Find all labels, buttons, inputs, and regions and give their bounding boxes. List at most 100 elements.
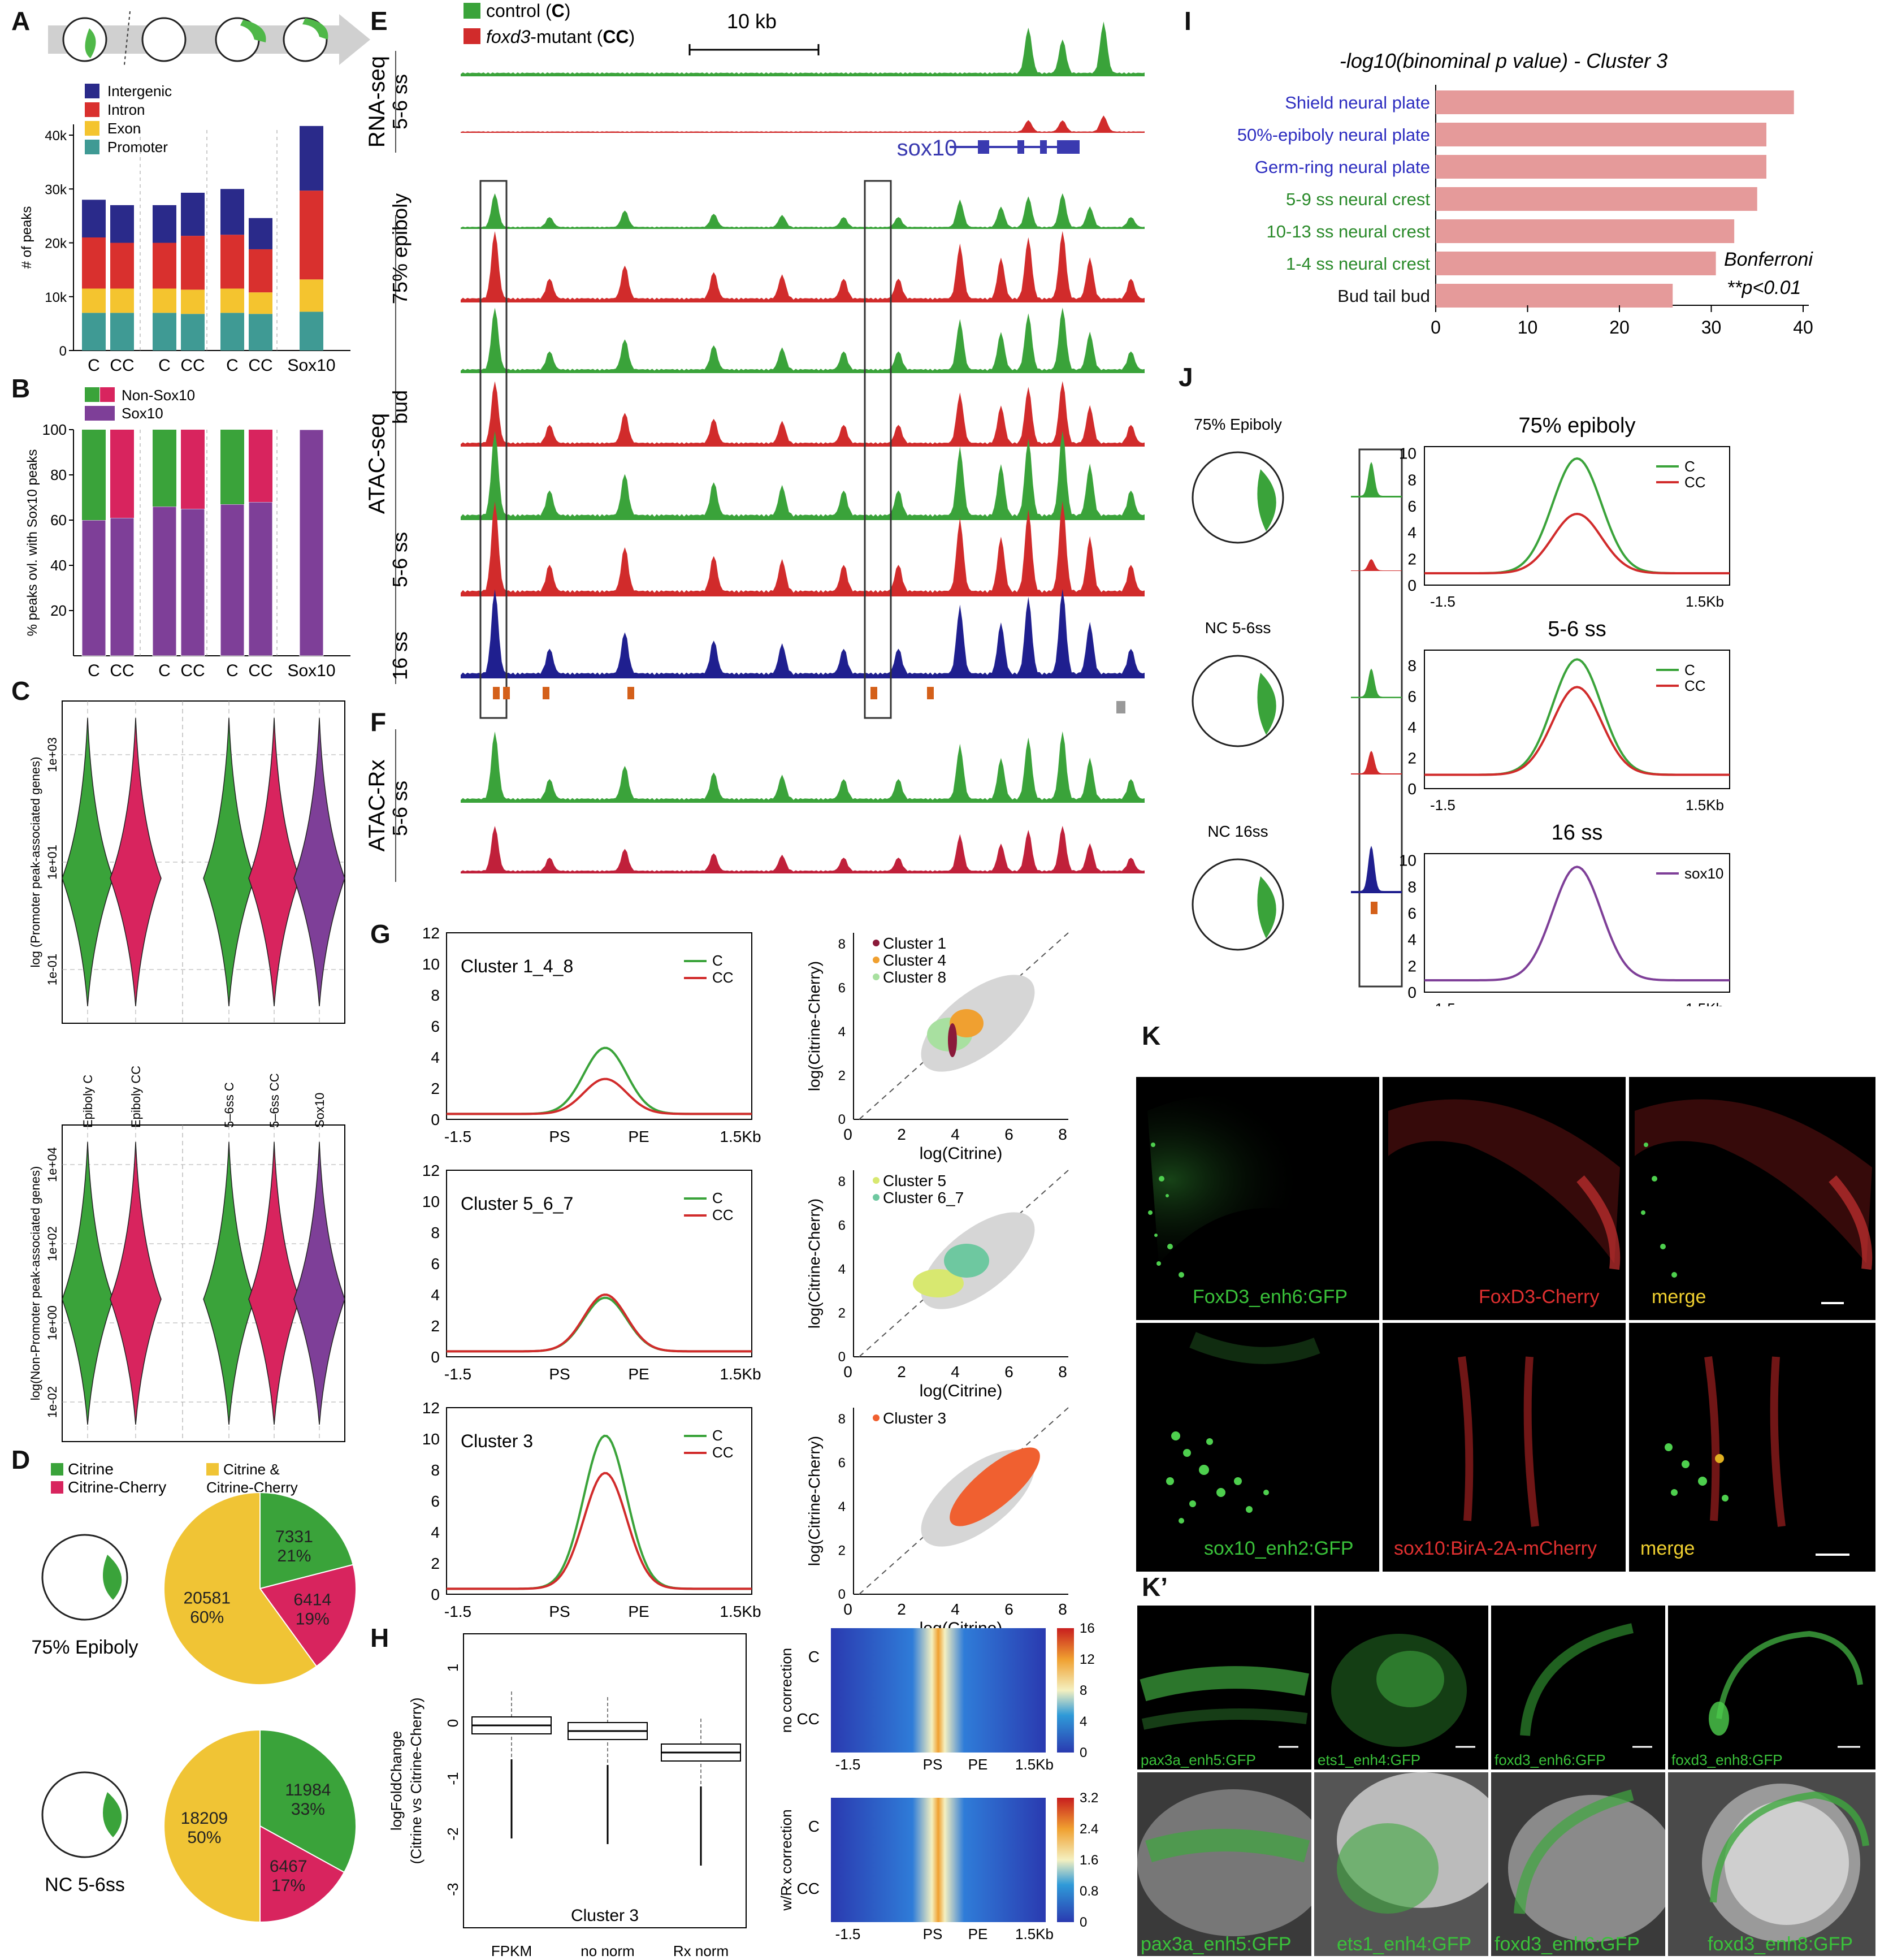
pie-slice-d-1-0 — [259, 1729, 357, 1874]
legend-swatch-a-0 — [85, 84, 99, 98]
marker-e-3 — [627, 687, 634, 699]
xtick-j-0-1: 1.5Kb — [1686, 593, 1724, 610]
label-ets1-top: ets1_enh4:GFP — [1318, 1751, 1421, 1768]
label-atacseq: ATAC-seq — [365, 413, 389, 514]
category-i-1: 50%-epiboly neural plate — [1237, 125, 1430, 145]
pie-pct-d-1-1: 17% — [271, 1876, 305, 1895]
sc-ytick-2-1: 2 — [838, 1543, 846, 1559]
ytick-g-0-6: 12 — [422, 924, 440, 942]
label-rnaseq: RNA-seq — [365, 56, 389, 148]
panel-label-e: E — [370, 6, 388, 36]
pie-slice-d-0-1 — [259, 1564, 357, 1667]
sc-ytick-0-2: 4 — [838, 1024, 846, 1040]
marker-e-1 — [503, 687, 510, 699]
sc-ytick-1-3: 6 — [838, 1218, 846, 1234]
track-j-3 — [1351, 751, 1402, 775]
marker-e-2 — [543, 687, 549, 699]
sc-leg-dot-2-0 — [873, 1414, 880, 1421]
micro-merge-bottom: merge — [1629, 1323, 1875, 1572]
ytick-h-1: -2 — [444, 1827, 461, 1840]
bar-b-nonsox10-5 — [249, 430, 272, 502]
panel-j-profiles: 75% Epiboly NC 5-6ss NC 16ss 75% epiboly 0 2 4… — [1192, 414, 1730, 1006]
group-label-c-1: Epiboly CC — [129, 1066, 143, 1128]
bar-a-1-intron — [110, 243, 134, 289]
xtick-h-2-2: PE — [968, 1926, 988, 1942]
bar-a-0-intron — [82, 237, 106, 289]
xtick-g-0-2: PE — [628, 1128, 649, 1145]
bar-b-nonsox10-2 — [153, 430, 176, 507]
bar-b-sox10-6 — [299, 429, 324, 656]
xtick-g-2-1: PS — [549, 1603, 570, 1620]
sc-ytick-0-4: 8 — [838, 937, 846, 952]
legend-label-a-0: Intergenic — [107, 83, 172, 99]
ytick-g-1-5: 10 — [422, 1193, 440, 1210]
ytick-j-1-3: 6 — [1407, 688, 1417, 706]
pie-count-d-1-0: 11984 — [285, 1781, 331, 1799]
sc-leg-dot-0-1 — [873, 957, 880, 963]
tick-c-bottom-3: 1e+04 — [45, 1147, 59, 1182]
row-h-2-1: CC — [797, 1880, 820, 1897]
sc-xtick-1-2: 4 — [951, 1363, 960, 1381]
legtext-j-0-1: CC — [1684, 474, 1706, 491]
micro-sox10-birA-mcherry: sox10:BirA-2A-mCherry — [1383, 1323, 1626, 1572]
panel-label-c: C — [11, 676, 31, 706]
gene-exon-e-3 — [1057, 140, 1080, 154]
micro-foxd3-enh6-fluor: foxd3_enh6:GFP — [1491, 1606, 1665, 1769]
violin-c-top-0 — [62, 717, 114, 1007]
violin-c-top-4 — [293, 717, 345, 1007]
sc-leg-1-1: Cluster 6_7 — [883, 1189, 964, 1206]
xlabel-a-4: C — [226, 356, 239, 373]
bar-a-4-promoter — [220, 313, 244, 351]
track-atac-3 — [461, 381, 1145, 447]
ticklabel-a-3: 30k — [45, 182, 67, 197]
profile-g-1-1 — [447, 1293, 752, 1353]
xtick-h-2-3: 1.5Kb — [1015, 1926, 1054, 1942]
highlight-box-e-1 — [479, 180, 508, 719]
pie-pct-d-1-2: 50% — [187, 1828, 221, 1847]
label-stage-3: 16 ss — [388, 631, 411, 680]
scale-label-e: 10 kb — [727, 10, 777, 33]
row-h-1-0: C — [808, 1648, 820, 1665]
sc-xtick-0-0: 0 — [843, 1126, 852, 1143]
ytick-j-1-4: 8 — [1407, 657, 1417, 674]
embryo-mark-d-0 — [103, 1555, 122, 1600]
frame-g-0 — [446, 932, 752, 1120]
ytick-g-2-0: 0 — [431, 1586, 440, 1603]
xlabel-a-0: C — [88, 356, 100, 373]
legtext-j-2-0: sox10 — [1684, 865, 1723, 882]
ytick-g-1-6: 12 — [422, 1162, 440, 1179]
track-atac-2 — [461, 308, 1145, 373]
gene-exon-e-1 — [1017, 140, 1024, 154]
sc-ytick-1-0: 0 — [838, 1349, 846, 1365]
ytick-j-0-1: 2 — [1407, 550, 1417, 568]
xtick-j-1-0: -1.5 — [1430, 797, 1456, 814]
micro-ets1-enh4-fluor: ets1_enh4:GFP — [1314, 1606, 1488, 1769]
xlabel-a-2: C — [158, 356, 171, 373]
marker-e-0 — [493, 687, 500, 699]
violin-c-top-1 — [110, 717, 162, 1007]
pie-pct-d-0-0: 21% — [277, 1547, 311, 1565]
bar-b-sox10-3 — [180, 508, 205, 656]
sc-leg-dot-1-1 — [873, 1194, 880, 1201]
ylabel-b: % peaks ovl. with Sox10 peaks — [25, 449, 40, 637]
bar-a-5-promoter — [249, 314, 272, 351]
bar-b-sox10-0 — [81, 520, 106, 656]
bar-b-sox10-2 — [152, 506, 177, 656]
panel-label-a: A — [11, 6, 31, 36]
bar-a-3-exon — [181, 289, 205, 314]
legend-label-a-3: Promoter — [107, 139, 168, 155]
sc-blob-g1-67 — [944, 1244, 989, 1278]
sc-ytick-1-4: 8 — [838, 1174, 846, 1189]
label-atac-rx-stage: 5-6 ss — [388, 781, 411, 836]
bar-a-3-promoter — [181, 314, 205, 351]
tick-c-bottom-2: 1e+02 — [45, 1226, 59, 1261]
panel-label-g: G — [370, 919, 391, 949]
sc-xtick-2-3: 6 — [1004, 1600, 1013, 1618]
micro-foxd3-enh6-brightfield: foxd3_enh6:GFP — [1491, 1772, 1665, 1956]
xlabel-b-0: C — [88, 661, 100, 680]
panel-label-k-prime: K’ — [1142, 1572, 1168, 1602]
sc-xlabel-0: log(Citrine) — [920, 1144, 1003, 1163]
category-i-5: 1-4 ss neural crest — [1286, 254, 1430, 274]
label-ets1-bottom: ets1_enh4:GFP — [1337, 1933, 1472, 1955]
track-rx-cc — [461, 825, 1145, 873]
